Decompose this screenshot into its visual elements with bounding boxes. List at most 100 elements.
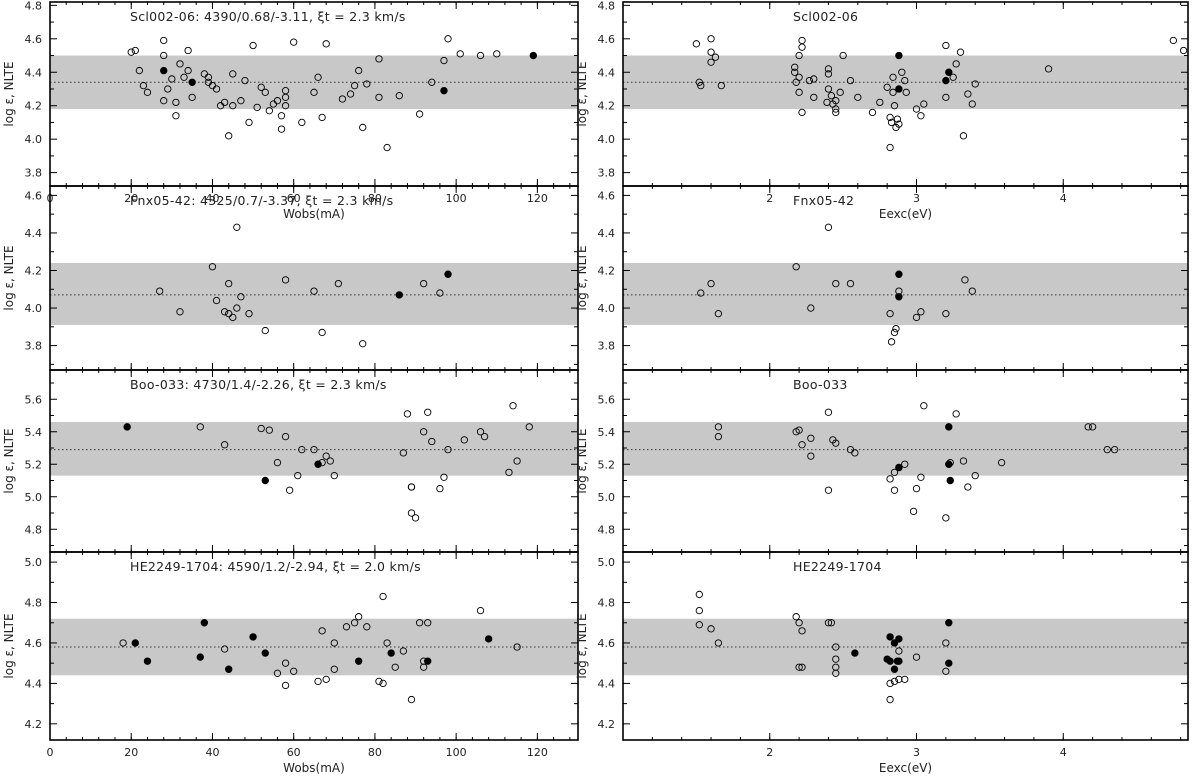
- x-tick-label: 80: [368, 192, 382, 205]
- open-point: [204, 73, 213, 81]
- panel-title: Scl002-06: 4390/0.68/-3.11, ξt = 2.3 km/…: [130, 9, 406, 24]
- open-point: [277, 125, 286, 133]
- open-point: [886, 143, 894, 152]
- y-tick-label: 4.4: [598, 227, 616, 240]
- filled-point: [945, 423, 953, 431]
- open-point: [257, 424, 265, 433]
- y-axis-label: log ε, NLTE: [575, 613, 589, 678]
- y-tick-label: 4.6: [25, 33, 43, 46]
- y-tick-label: 3.8: [25, 167, 43, 180]
- filled-point: [131, 639, 139, 647]
- open-point: [920, 402, 928, 410]
- open-point: [912, 484, 921, 493]
- open-point: [318, 627, 326, 635]
- open-point: [839, 51, 847, 60]
- open-point: [355, 613, 363, 621]
- open-point: [854, 93, 862, 101]
- open-point: [160, 36, 168, 45]
- open-point: [714, 310, 723, 318]
- open-point: [917, 112, 925, 120]
- open-point: [220, 645, 229, 653]
- open-point: [241, 76, 249, 85]
- open-point: [440, 473, 448, 481]
- y-tick-label: 4.4: [25, 677, 43, 690]
- open-point: [359, 123, 367, 132]
- open-point: [901, 675, 909, 684]
- open-point: [827, 619, 836, 627]
- open-point: [887, 338, 896, 346]
- open-point: [895, 647, 903, 655]
- panel-boo-033-wobs: 4.8 5.0 5.2 5.4 5.6 Boo-033: 4730/1.4/-2.26, …: [2, 369, 579, 553]
- x-axis-label: Wobs(mA): [283, 207, 345, 221]
- open-point: [476, 428, 485, 436]
- open-point: [420, 428, 428, 436]
- open-point: [229, 70, 237, 78]
- y-tick-label: 4.4: [598, 66, 616, 79]
- open-point: [355, 66, 363, 75]
- panel-boo-033-eexc: 4.8 5.0 5.2 5.4 5.6 Boo-033 log ε, NLTE: [575, 369, 1189, 553]
- filled-point: [143, 657, 152, 665]
- open-point: [298, 445, 306, 454]
- x-tick-label: 20: [124, 192, 138, 205]
- filled-point: [895, 635, 903, 643]
- open-point: [245, 118, 253, 127]
- open-point: [714, 432, 723, 441]
- points-group: [695, 590, 953, 704]
- open-point: [890, 468, 899, 477]
- panel-frame: [622, 551, 1189, 741]
- open-point: [824, 408, 833, 416]
- open-point: [428, 78, 436, 86]
- open-point: [1110, 445, 1119, 454]
- open-point: [968, 287, 976, 295]
- y-tick-label: 5.4: [25, 426, 43, 439]
- open-point: [695, 78, 703, 86]
- y-tick-label: 4.4: [25, 66, 43, 79]
- open-point: [277, 112, 286, 120]
- open-point: [798, 663, 806, 671]
- open-point: [961, 276, 969, 284]
- filled-point: [529, 51, 538, 60]
- open-point: [229, 102, 237, 110]
- panel-fnx05-42-eexc: 3.8 4.0 4.2 4.4 4.6 Fnx05-42 log ε, NLTE: [575, 185, 1189, 371]
- open-point: [172, 112, 180, 120]
- y-tick-label: 4.0: [598, 302, 616, 315]
- open-point: [832, 663, 840, 671]
- open-point: [261, 88, 269, 96]
- open-point: [714, 639, 723, 647]
- open-point: [832, 97, 840, 105]
- filled-point: [440, 86, 448, 95]
- open-point: [851, 449, 859, 457]
- points-group: [692, 35, 1188, 152]
- open-point: [901, 460, 909, 468]
- x-tick-label: 3: [913, 746, 920, 759]
- open-point: [832, 105, 840, 113]
- open-point: [697, 81, 705, 90]
- open-point: [886, 113, 894, 122]
- open-point: [824, 65, 833, 73]
- open-point: [827, 92, 836, 100]
- open-point: [886, 695, 894, 704]
- open-point: [281, 276, 290, 284]
- open-point: [868, 108, 877, 117]
- filled-point: [945, 619, 953, 627]
- open-point: [997, 458, 1006, 467]
- open-point: [1084, 423, 1092, 431]
- open-point: [836, 88, 844, 96]
- points-group: [156, 223, 452, 348]
- open-point: [895, 675, 903, 684]
- open-point: [375, 677, 383, 686]
- open-point: [273, 458, 282, 467]
- open-point: [220, 98, 229, 107]
- open-point: [807, 452, 815, 460]
- open-point: [1179, 46, 1188, 55]
- open-point: [1044, 65, 1053, 73]
- open-point: [707, 58, 715, 66]
- open-point: [889, 88, 897, 96]
- y-tick-label: 4.2: [598, 718, 616, 731]
- open-point: [890, 328, 899, 337]
- points-group: [119, 592, 521, 704]
- open-point: [444, 445, 452, 454]
- filled-point: [444, 270, 452, 278]
- open-point: [428, 437, 436, 446]
